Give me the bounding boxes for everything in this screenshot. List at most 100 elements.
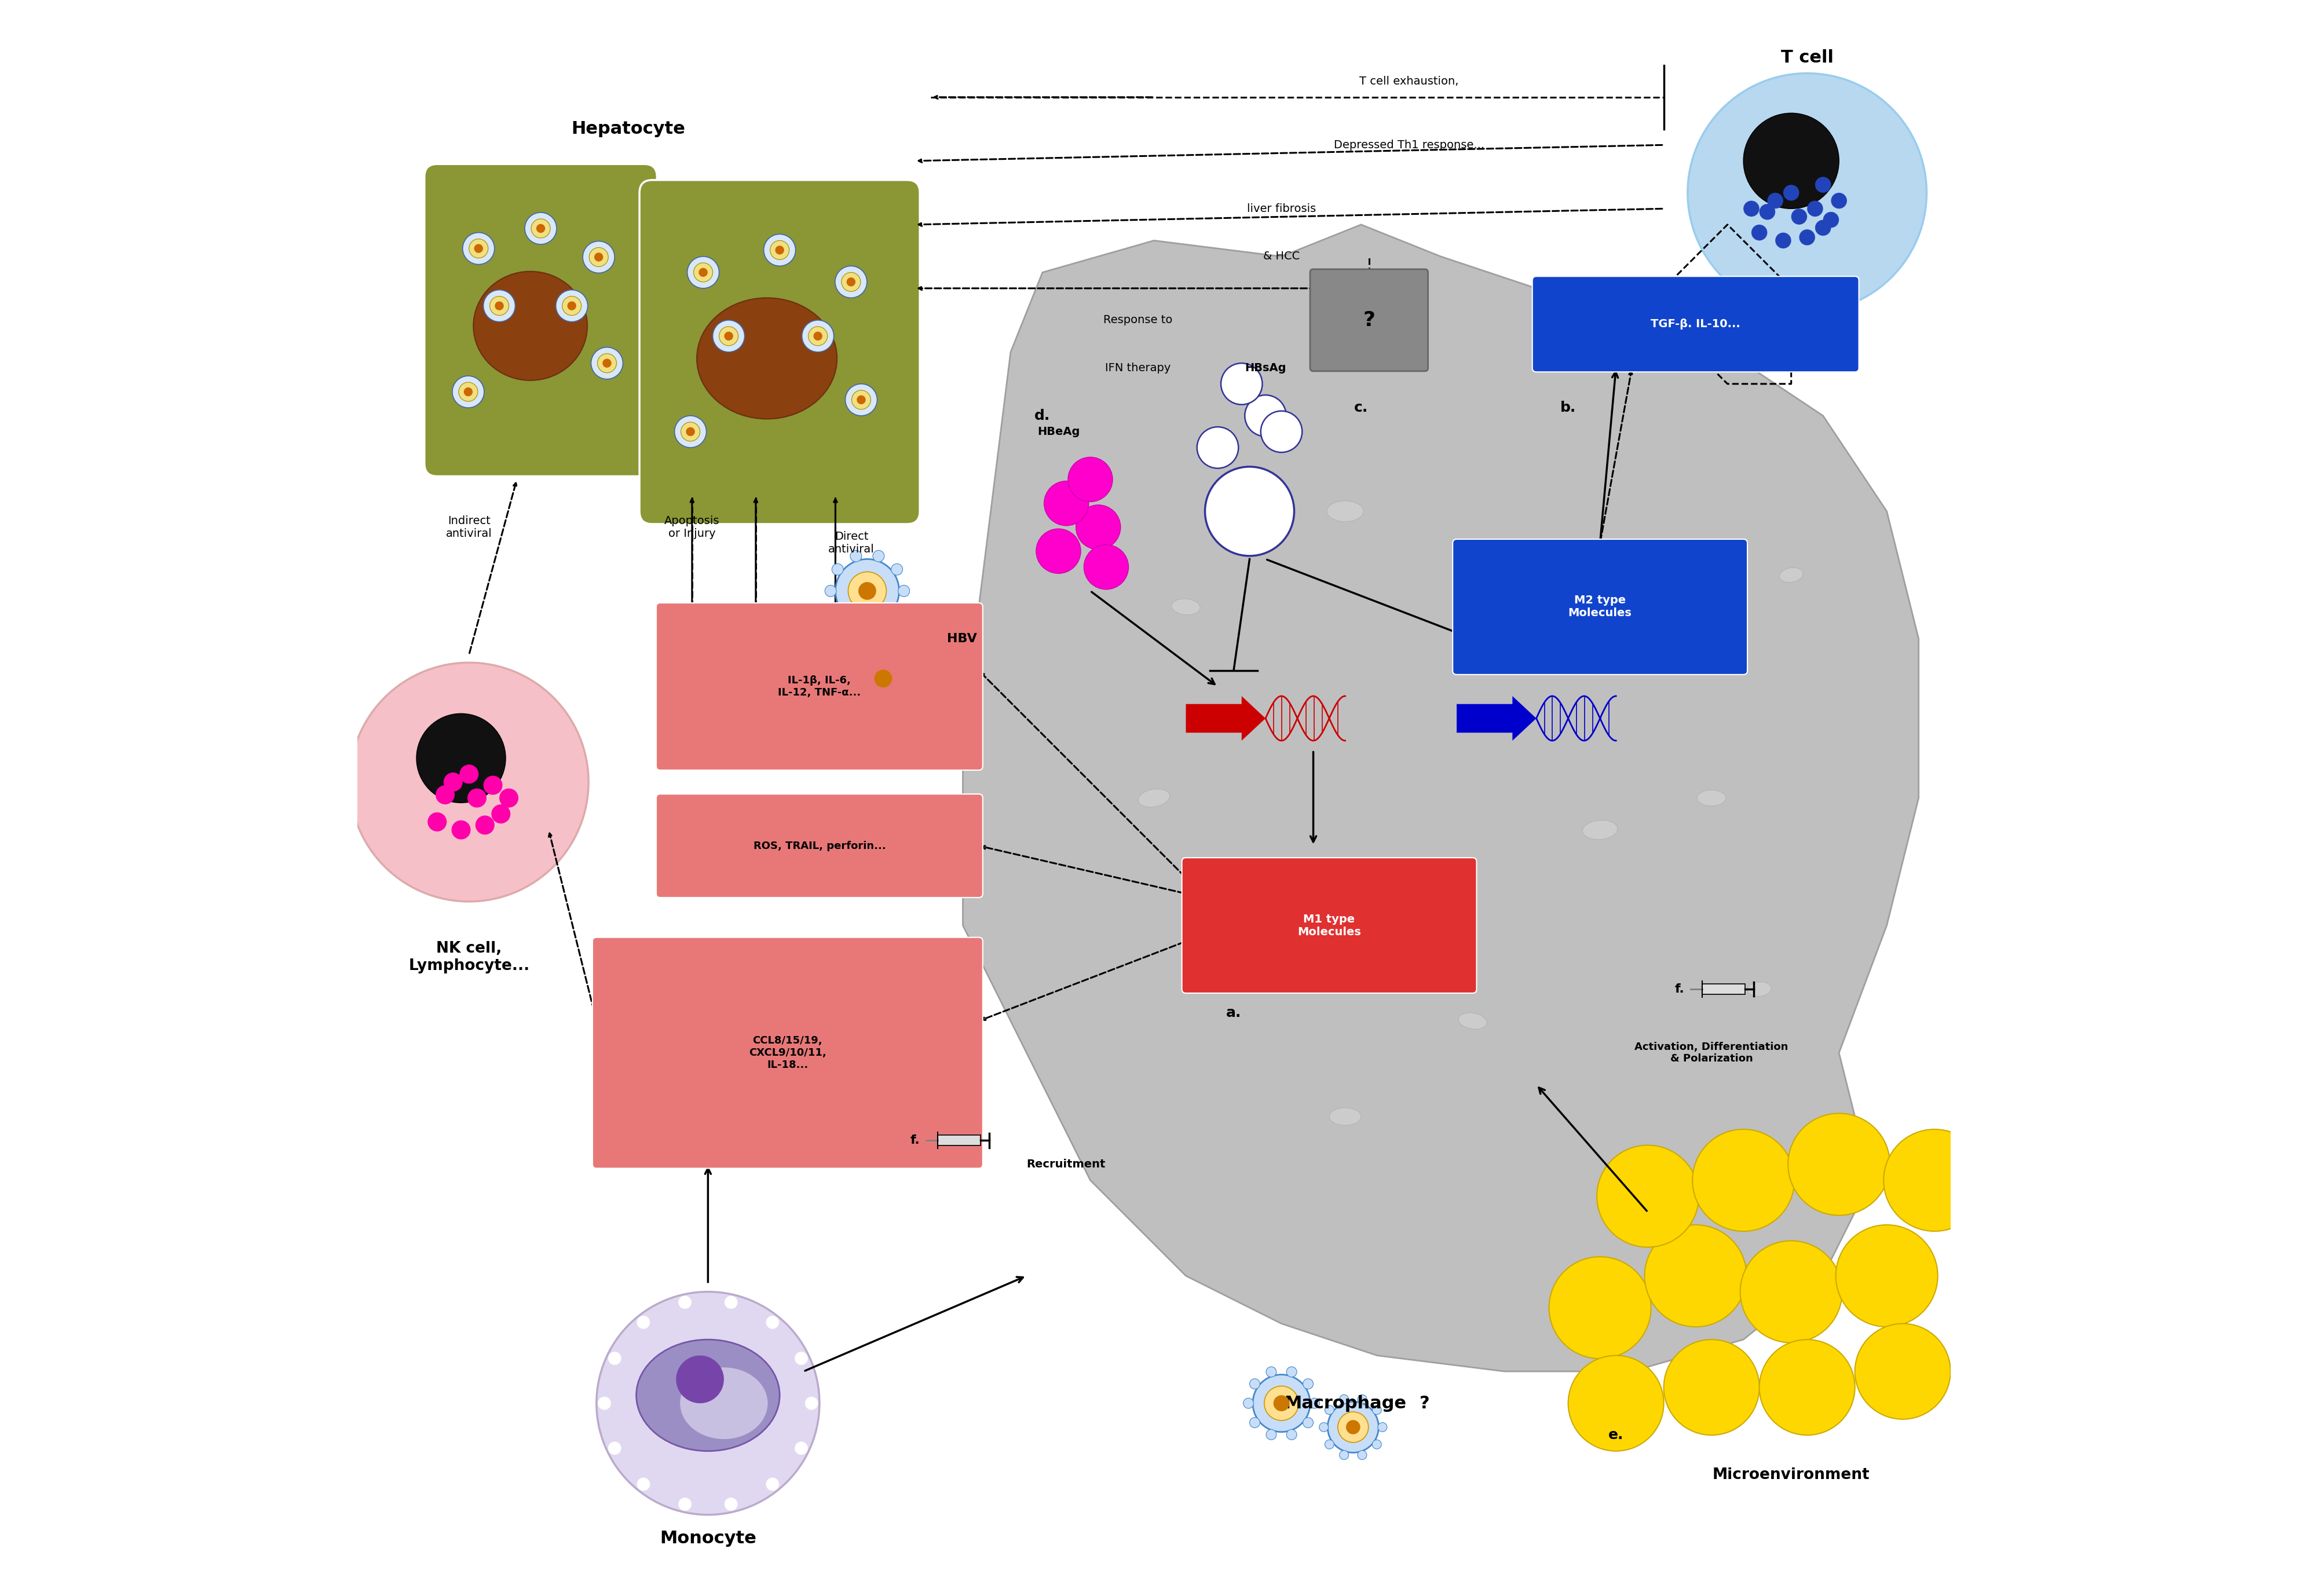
Circle shape [794,1441,808,1454]
Text: Direct
antiviral: Direct antiviral [829,531,875,555]
FancyBboxPatch shape [1452,539,1747,675]
Circle shape [1253,1374,1311,1432]
Text: b.: b. [1560,401,1576,415]
Circle shape [831,563,842,575]
Ellipse shape [1216,946,1251,967]
Text: Apoptosis
or Injury: Apoptosis or Injury [665,516,720,539]
Text: f.: f. [1676,983,1685,994]
Circle shape [459,383,478,402]
Circle shape [482,776,503,795]
Circle shape [866,638,877,650]
Circle shape [1036,528,1080,573]
Text: IL-1β, IL-6,
IL-12, TNF-α...: IL-1β, IL-6, IL-12, TNF-α... [778,675,861,697]
Text: IFN therapy: IFN therapy [1106,362,1170,373]
Circle shape [1549,1256,1650,1358]
FancyBboxPatch shape [655,795,983,897]
Circle shape [856,396,866,404]
Circle shape [725,1497,736,1510]
Circle shape [764,235,796,267]
Circle shape [835,559,900,622]
Circle shape [1743,201,1759,217]
Circle shape [1304,1417,1313,1428]
Circle shape [1800,230,1814,246]
Circle shape [1789,1114,1890,1215]
Circle shape [889,707,900,720]
Text: Microenvironment: Microenvironment [1713,1467,1869,1483]
Circle shape [695,263,713,282]
Text: NK cell,
Lymphocyte...: NK cell, Lymphocyte... [409,942,529,974]
Circle shape [482,290,515,322]
Circle shape [1339,1451,1348,1460]
Text: Activation, Differentiation
& Polarization: Activation, Differentiation & Polarizati… [1634,1042,1789,1065]
Circle shape [1597,1146,1699,1246]
Circle shape [824,586,835,597]
Circle shape [1692,1130,1793,1231]
Circle shape [1244,1398,1253,1408]
Ellipse shape [1329,1108,1362,1125]
Ellipse shape [1696,790,1726,806]
FancyBboxPatch shape [1533,276,1858,372]
Circle shape [699,268,709,276]
Circle shape [1069,456,1112,501]
Circle shape [568,302,577,310]
Circle shape [898,586,909,597]
Circle shape [531,219,549,238]
Circle shape [1759,204,1775,220]
Ellipse shape [1138,788,1170,808]
Circle shape [1339,1395,1348,1404]
Circle shape [609,1441,621,1454]
Circle shape [766,1478,778,1491]
Circle shape [1830,193,1846,209]
Circle shape [847,651,859,662]
Circle shape [849,619,861,632]
Circle shape [556,290,589,322]
Circle shape [1325,1440,1334,1449]
Text: Macrophage: Macrophage [1283,1395,1406,1411]
Circle shape [1274,1395,1290,1411]
Text: M1 type
Molecules: M1 type Molecules [1297,913,1362,937]
Circle shape [1267,1430,1276,1440]
Text: c.: c. [1355,401,1369,415]
Circle shape [1339,1412,1369,1443]
Circle shape [891,606,902,618]
Circle shape [801,321,833,353]
Circle shape [1646,1224,1747,1326]
Circle shape [349,662,589,902]
Circle shape [1759,1339,1856,1435]
Text: a.: a. [1226,1005,1242,1020]
Circle shape [907,651,919,662]
Circle shape [535,223,545,233]
Circle shape [863,659,902,697]
Circle shape [1784,185,1800,201]
Ellipse shape [697,298,838,418]
Circle shape [1221,364,1262,404]
Text: TGF-β. IL-10...: TGF-β. IL-10... [1650,319,1740,330]
Circle shape [849,551,861,562]
Circle shape [725,1296,736,1309]
Circle shape [1373,1440,1382,1449]
Circle shape [1378,1422,1387,1432]
Circle shape [1304,1379,1313,1389]
Circle shape [598,1396,612,1409]
Text: f.: f. [909,1135,921,1146]
Circle shape [907,694,919,705]
Text: Monocyte: Monocyte [660,1531,757,1547]
Ellipse shape [1747,982,1770,996]
Circle shape [805,1396,817,1409]
Circle shape [812,332,822,340]
Circle shape [1740,1240,1842,1342]
Circle shape [602,359,612,367]
Ellipse shape [1521,629,1551,648]
Text: HBsAg: HBsAg [1244,362,1286,373]
Circle shape [891,563,902,575]
Circle shape [1823,212,1839,228]
Circle shape [1325,1406,1334,1414]
Circle shape [637,1478,651,1491]
Circle shape [1244,396,1286,436]
Circle shape [1198,426,1239,468]
Ellipse shape [1172,598,1200,614]
Ellipse shape [1327,501,1364,522]
Circle shape [452,820,471,839]
Circle shape [443,772,462,792]
Circle shape [637,1317,651,1329]
